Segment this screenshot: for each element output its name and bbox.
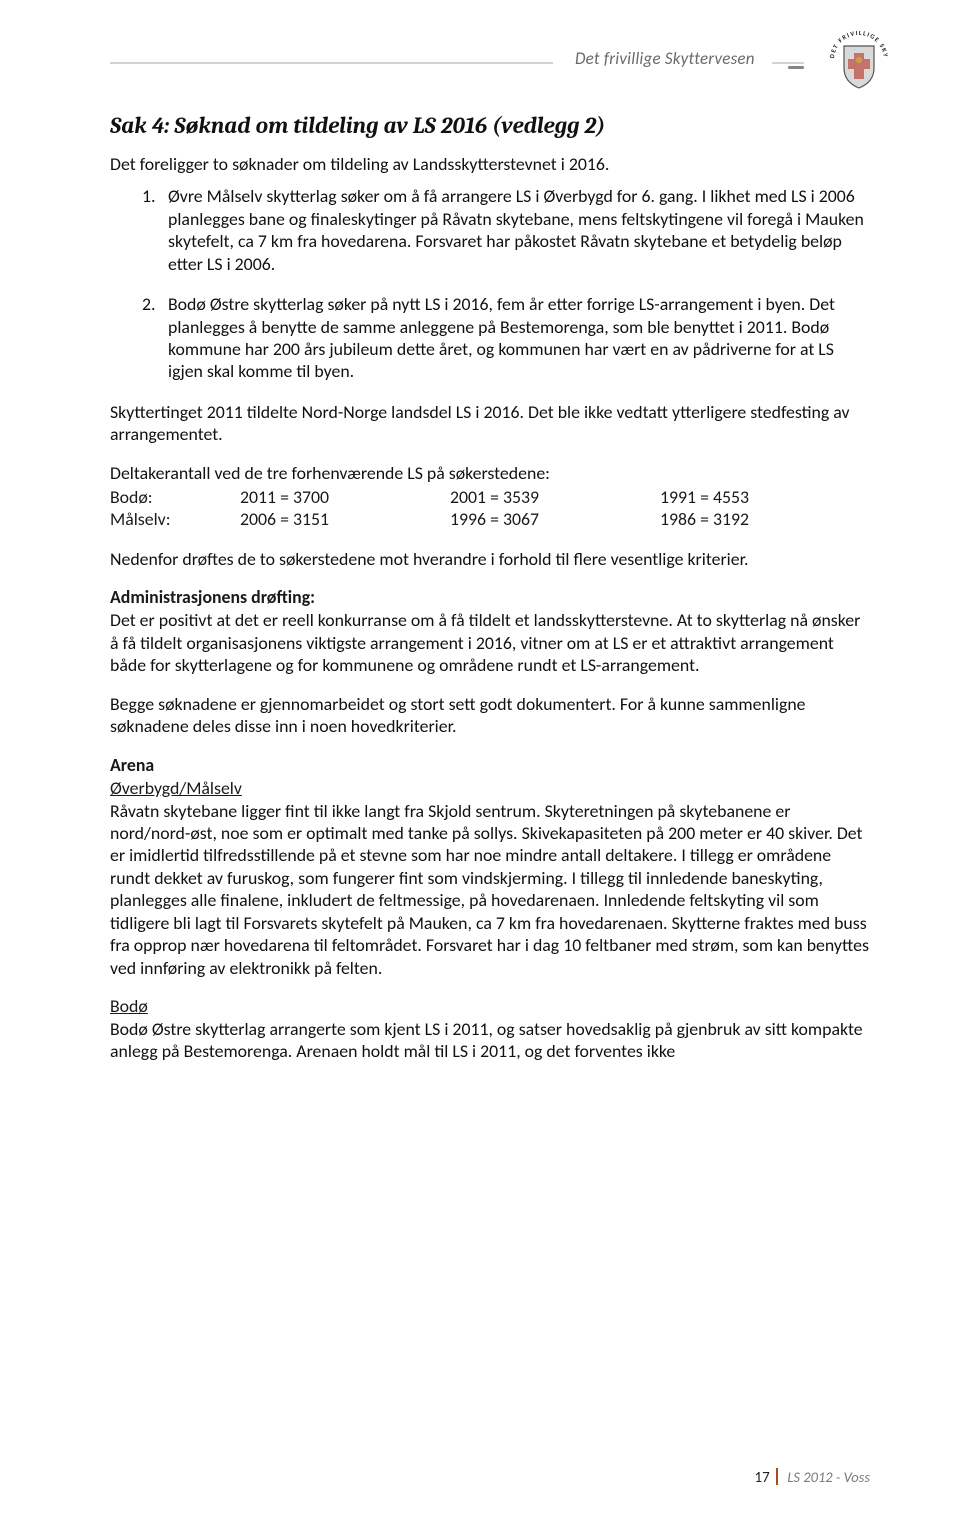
subheading-arena: Arena — [110, 754, 870, 776]
paragraph: Skyttertinget 2011 tildelte Nord-Norge l… — [110, 401, 870, 446]
list-item-text: Bodø Østre skytterlag søker på nytt LS i… — [168, 293, 835, 382]
table-cell: 1996 = 3067 — [450, 508, 660, 530]
list-item-number: 1. — [142, 185, 156, 207]
paragraph: Nedenfor drøftes de to søkerstedene mot … — [110, 548, 870, 570]
table-cell: 2006 = 3151 — [240, 508, 450, 530]
list-item-text: Øvre Målselv skytterlag søker om å få ar… — [168, 185, 864, 274]
page-footer: 17 LS 2012 - Voss — [755, 1468, 870, 1487]
table-cell: 2011 = 3700 — [240, 486, 450, 508]
paragraph: Bodø Østre skytterlag arrangerte som kje… — [110, 1018, 870, 1063]
paragraph: Råvatn skytebane ligger fint til ikke la… — [110, 800, 870, 979]
header-rule-right — [772, 62, 804, 64]
header-dot — [788, 66, 804, 69]
paragraph: Det er positivt at det er reell konkurra… — [110, 609, 870, 676]
paragraph: Deltakerantall ved de tre forhenværende … — [110, 462, 870, 484]
list-item: 2. Bodø Østre skytterlag søker på nytt L… — [142, 293, 870, 383]
table-cell: 1991 = 4553 — [660, 486, 870, 508]
document-body: Sak 4: Søknad om tildeling av LS 2016 (v… — [110, 90, 870, 1063]
subheading-admin: Administrasjonens drøfting: — [110, 586, 870, 608]
list-item-number: 2. — [142, 293, 156, 315]
subsub-bodo: Bodø — [110, 995, 870, 1017]
header-rule-left — [110, 62, 553, 64]
participant-table: Bodø: 2011 = 3700 2001 = 3539 1991 = 455… — [110, 486, 870, 530]
table-cell: 2001 = 3539 — [450, 486, 660, 508]
page-number: 17 — [755, 1469, 770, 1487]
footer-separator-icon — [776, 1468, 778, 1485]
table-label: Bodø: — [110, 486, 240, 508]
subsub-overbygd: Øverbygd/Målselv — [110, 777, 870, 799]
org-logo-icon: DET FRIVILLIGE SKYTTERV. — [826, 26, 892, 95]
section-title: Sak 4: Søknad om tildeling av LS 2016 (v… — [110, 112, 870, 139]
paragraph: Begge søknadene er gjennomarbeidet og st… — [110, 693, 870, 738]
applicant-list: 1. Øvre Målselv skytterlag søker om å få… — [142, 185, 870, 382]
list-item: 1. Øvre Målselv skytterlag søker om å få… — [142, 185, 870, 275]
intro-paragraph: Det foreligger to søknader om tildeling … — [110, 153, 870, 175]
footer-text: LS 2012 - Voss — [787, 1468, 870, 1486]
table-row: Bodø: 2011 = 3700 2001 = 3539 1991 = 455… — [110, 486, 870, 508]
header-org-name: Det frivillige Skyttervesen — [575, 48, 755, 69]
table-label: Målselv: — [110, 508, 240, 530]
page-header: Det frivillige Skyttervesen DET FRIVILLI… — [110, 34, 870, 90]
table-cell: 1986 = 3192 — [660, 508, 870, 530]
table-row: Målselv: 2006 = 3151 1996 = 3067 1986 = … — [110, 508, 870, 530]
